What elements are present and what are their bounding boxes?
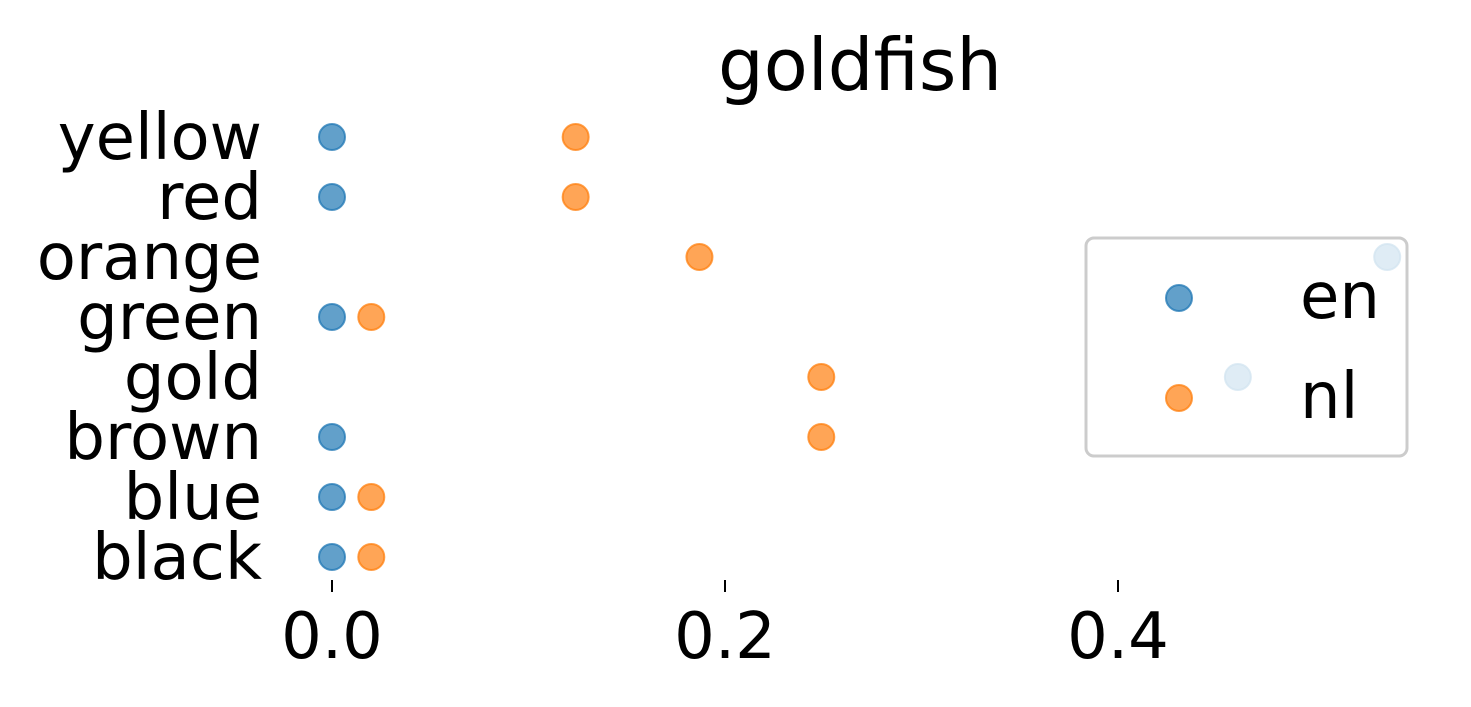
y-tick-label-green: green — [77, 281, 262, 355]
point-nl-green — [357, 303, 386, 331]
legend-label-nl: nl — [1300, 360, 1358, 434]
y-tick-label-red: red — [157, 161, 262, 235]
x-axis: 0.0 0.2 0.4 — [281, 580, 1169, 674]
point-nl-orange — [685, 243, 714, 271]
y-tick-label-brown: brown — [64, 401, 262, 475]
point-en-yellow — [318, 123, 346, 151]
legend: en nl — [1084, 236, 1409, 458]
y-tick-label-yellow: yellow — [58, 101, 262, 175]
legend-marker-en — [1165, 284, 1193, 312]
x-tick-label: 0.0 — [281, 600, 383, 674]
point-nl-brown — [807, 423, 836, 451]
point-nl-yellow — [561, 123, 590, 151]
point-en-black — [318, 543, 346, 571]
point-nl-blue — [357, 483, 386, 511]
chart-title: goldfish — [718, 23, 1002, 107]
point-nl-black — [357, 543, 386, 571]
y-tick-label-orange: orange — [37, 221, 262, 295]
point-nl-red — [561, 183, 590, 211]
x-tick-label: 0.2 — [674, 600, 776, 674]
y-tick-label-gold: gold — [124, 341, 262, 415]
y-tick-label-blue: blue — [124, 461, 262, 535]
y-tick-label-black: black — [92, 521, 262, 595]
point-en-brown — [318, 423, 346, 451]
point-en-blue — [318, 483, 346, 511]
point-en-green — [318, 303, 346, 331]
legend-marker-nl — [1165, 384, 1193, 412]
x-tick-label: 0.4 — [1067, 600, 1169, 674]
legend-label-en: en — [1300, 260, 1380, 334]
point-en-red — [318, 183, 346, 211]
point-nl-gold — [807, 363, 836, 391]
